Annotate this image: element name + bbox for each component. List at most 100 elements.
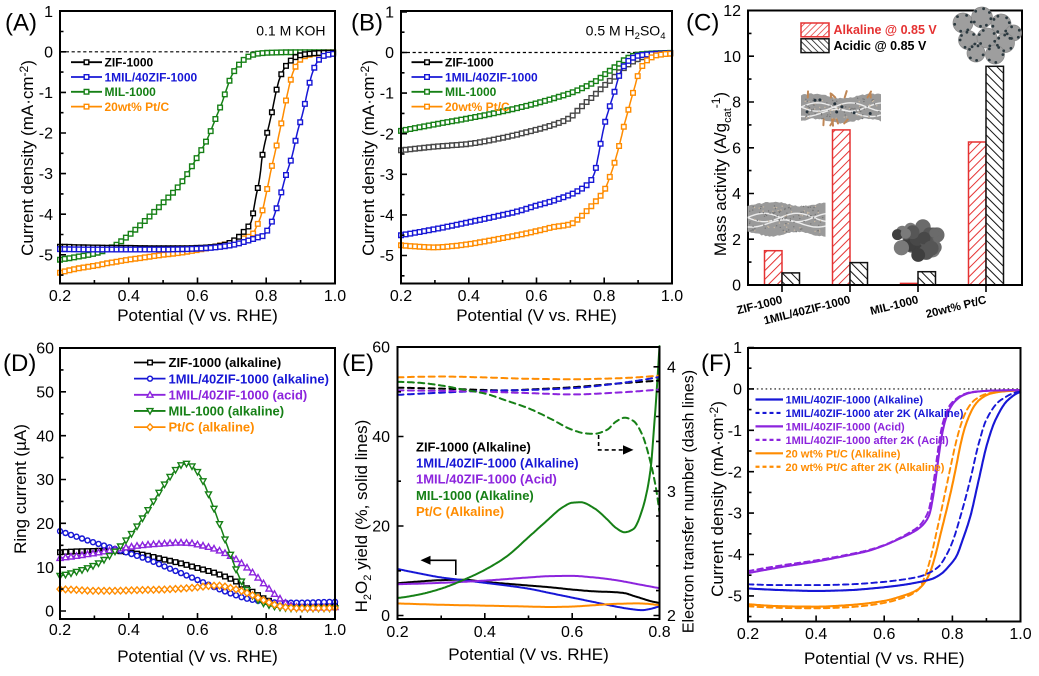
- svg-text:60: 60: [36, 341, 54, 358]
- svg-text:(F): (F): [701, 350, 732, 377]
- svg-text:40: 40: [372, 429, 390, 446]
- svg-text:0.4: 0.4: [474, 624, 496, 641]
- svg-text:40: 40: [36, 428, 54, 445]
- svg-text:0.8: 0.8: [593, 288, 615, 305]
- svg-text:0.2: 0.2: [390, 288, 412, 305]
- svg-text:2: 2: [667, 608, 676, 625]
- svg-text:(A): (A): [5, 10, 37, 37]
- svg-text:1MIL/40ZIF-1000 (Alkaline): 1MIL/40ZIF-1000 (Alkaline): [786, 395, 924, 407]
- svg-text:12: 12: [723, 3, 741, 20]
- svg-text:1MIL/40ZIF-1000 (Alkaline): 1MIL/40ZIF-1000 (Alkaline): [416, 456, 579, 471]
- svg-text:Potential (V vs. RHE): Potential (V vs. RHE): [448, 645, 609, 664]
- svg-text:-3: -3: [39, 166, 53, 183]
- svg-text:0.8: 0.8: [941, 626, 963, 643]
- svg-text:1MIL/40ZIF-1000: 1MIL/40ZIF-1000: [105, 70, 198, 84]
- svg-text:1MIL/40ZIF-1000: 1MIL/40ZIF-1000: [445, 70, 538, 84]
- svg-text:20 wt% Pt/C (Alkaline): 20 wt% Pt/C (Alkaline): [786, 448, 901, 460]
- svg-text:0.8: 0.8: [255, 288, 277, 305]
- svg-text:50: 50: [36, 384, 54, 401]
- svg-text:8: 8: [732, 95, 741, 112]
- svg-text:0.2: 0.2: [386, 624, 408, 641]
- svg-text:0.2: 0.2: [737, 626, 759, 643]
- svg-text:Potential (V vs. RHE): Potential (V vs. RHE): [117, 647, 278, 666]
- svg-text:0.4: 0.4: [118, 288, 140, 305]
- svg-text:Ring current (µA): Ring current (µA): [11, 424, 30, 554]
- svg-text:Electron transfer number (dash: Electron transfer number (dash lines): [681, 370, 698, 633]
- svg-text:10: 10: [36, 560, 54, 577]
- svg-text:ZIF-1000 (Alkaline): ZIF-1000 (Alkaline): [416, 440, 531, 455]
- svg-text:0.2: 0.2: [49, 622, 71, 639]
- svg-text:2: 2: [732, 232, 741, 249]
- svg-text:-2: -2: [380, 126, 394, 143]
- svg-text:0: 0: [385, 45, 394, 62]
- svg-text:0.8: 0.8: [648, 624, 670, 641]
- svg-text:10: 10: [723, 49, 741, 66]
- svg-text:ZIF-1000 (alkaline): ZIF-1000 (alkaline): [169, 355, 282, 370]
- svg-text:1: 1: [44, 4, 53, 21]
- svg-text:MIL-1000: MIL-1000: [105, 85, 157, 99]
- svg-text:-4: -4: [39, 207, 53, 224]
- svg-text:(E): (E): [342, 350, 374, 377]
- svg-text:0: 0: [44, 44, 53, 61]
- svg-text:(B): (B): [351, 10, 383, 37]
- svg-text:0.5 M H2SO4: 0.5 M H2SO4: [586, 23, 666, 43]
- svg-text:3: 3: [667, 484, 676, 501]
- svg-text:0.2: 0.2: [49, 288, 71, 305]
- svg-text:30: 30: [36, 472, 54, 489]
- svg-text:1MIL/40ZIF-1000 (alkaline): 1MIL/40ZIF-1000 (alkaline): [169, 371, 329, 386]
- svg-text:1MIL/40ZIF-1000 after 2K (Acid: 1MIL/40ZIF-1000 after 2K (Acid): [786, 435, 950, 447]
- svg-text:0.6: 0.6: [873, 626, 895, 643]
- svg-text:MIL-1000: MIL-1000: [445, 85, 497, 99]
- svg-text:-2: -2: [39, 126, 53, 143]
- svg-text:(D): (D): [3, 350, 36, 377]
- svg-text:Acidic @ 0.85 V: Acidic @ 0.85 V: [834, 39, 927, 53]
- svg-text:0.6: 0.6: [525, 288, 547, 305]
- svg-text:1MIL/40ZIF-1000 (Acid): 1MIL/40ZIF-1000 (Acid): [416, 472, 557, 487]
- svg-text:20: 20: [372, 519, 390, 536]
- svg-text:Potential (V vs. RHE): Potential (V vs. RHE): [117, 306, 278, 325]
- svg-text:0.6: 0.6: [561, 624, 583, 641]
- svg-text:0: 0: [45, 604, 54, 621]
- svg-text:20wt% Pt/C: 20wt% Pt/C: [445, 100, 510, 114]
- svg-text:1.0: 1.0: [1009, 626, 1031, 643]
- svg-text:Current density (mA·cm-2): Current density (mA·cm-2): [707, 401, 727, 597]
- svg-text:-3: -3: [380, 167, 394, 184]
- svg-text:0.1 M KOH: 0.1 M KOH: [256, 23, 325, 39]
- svg-text:Potential (V vs. RHE): Potential (V vs. RHE): [804, 649, 965, 668]
- svg-text:-5: -5: [728, 589, 742, 606]
- svg-text:0.4: 0.4: [805, 626, 827, 643]
- svg-text:Current density (mA·cm-2): Current density (mA·cm-2): [17, 60, 37, 256]
- svg-text:MIL-1000 (alkaline): MIL-1000 (alkaline): [169, 404, 285, 419]
- svg-text:-5: -5: [380, 248, 394, 265]
- svg-text:-1: -1: [380, 86, 394, 103]
- svg-text:-4: -4: [728, 547, 742, 564]
- svg-text:60: 60: [372, 340, 390, 357]
- svg-text:20wt% Pt/C: 20wt% Pt/C: [105, 100, 170, 114]
- svg-text:MIL-1000 (Alkaline): MIL-1000 (Alkaline): [416, 488, 534, 503]
- svg-text:-1: -1: [728, 423, 742, 440]
- svg-text:1.0: 1.0: [661, 288, 683, 305]
- svg-text:1: 1: [385, 5, 394, 22]
- svg-text:-3: -3: [728, 506, 742, 523]
- svg-text:Potential (V vs. RHE): Potential (V vs. RHE): [456, 306, 617, 325]
- svg-text:1.0: 1.0: [324, 288, 346, 305]
- svg-text:0.4: 0.4: [118, 622, 140, 639]
- svg-text:Pt/C (Alkaline): Pt/C (Alkaline): [416, 504, 504, 519]
- svg-text:4: 4: [732, 186, 741, 203]
- svg-text:1.0: 1.0: [324, 622, 346, 639]
- svg-text:0: 0: [381, 608, 390, 625]
- svg-text:0.6: 0.6: [186, 622, 208, 639]
- svg-text:Current density (mA·cm-2): Current density (mA·cm-2): [358, 60, 378, 256]
- svg-text:0.8: 0.8: [255, 622, 277, 639]
- svg-text:1: 1: [733, 340, 742, 357]
- svg-text:20: 20: [36, 516, 54, 533]
- svg-text:Pt/C (alkaline): Pt/C (alkaline): [169, 420, 255, 435]
- svg-text:1MIL/40ZIF-1000 (Acid): 1MIL/40ZIF-1000 (Acid): [786, 421, 906, 433]
- svg-text:-4: -4: [380, 208, 394, 225]
- svg-text:0: 0: [733, 382, 742, 399]
- svg-text:ZIF-1000: ZIF-1000: [445, 56, 494, 70]
- svg-text:-1: -1: [39, 85, 53, 102]
- svg-text:ZIF-1000: ZIF-1000: [105, 56, 154, 70]
- svg-text:0.6: 0.6: [186, 288, 208, 305]
- svg-text:-2: -2: [728, 464, 742, 481]
